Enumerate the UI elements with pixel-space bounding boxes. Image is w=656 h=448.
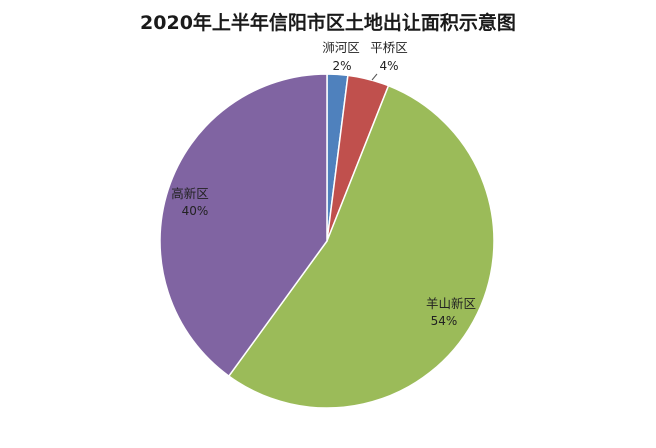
slice-name-label: 羊山新区 [426,296,476,311]
leader-line [371,73,378,81]
chart-title: 2020年上半年信阳市区土地出让面积示意图 [140,11,516,34]
slice-name-label: 平桥区 [370,40,408,55]
slice-percent-label: 4% [379,59,398,73]
pie-slice-4 [159,73,328,378]
leader-lines [371,73,378,81]
slice-percent-label: 2% [332,59,351,73]
pie-slice-3 [227,84,495,409]
slice-labels: 浉河区 2% 平桥区 4% 羊山新区 54% 高新区 40% [171,40,476,328]
slice-percent-label: 54% [431,314,458,328]
pie-slices [159,73,495,409]
slice-percent-label: 40% [182,204,209,218]
slice-name-label: 高新区 [171,186,209,201]
slice-name-label: 浉河区 [322,40,360,55]
